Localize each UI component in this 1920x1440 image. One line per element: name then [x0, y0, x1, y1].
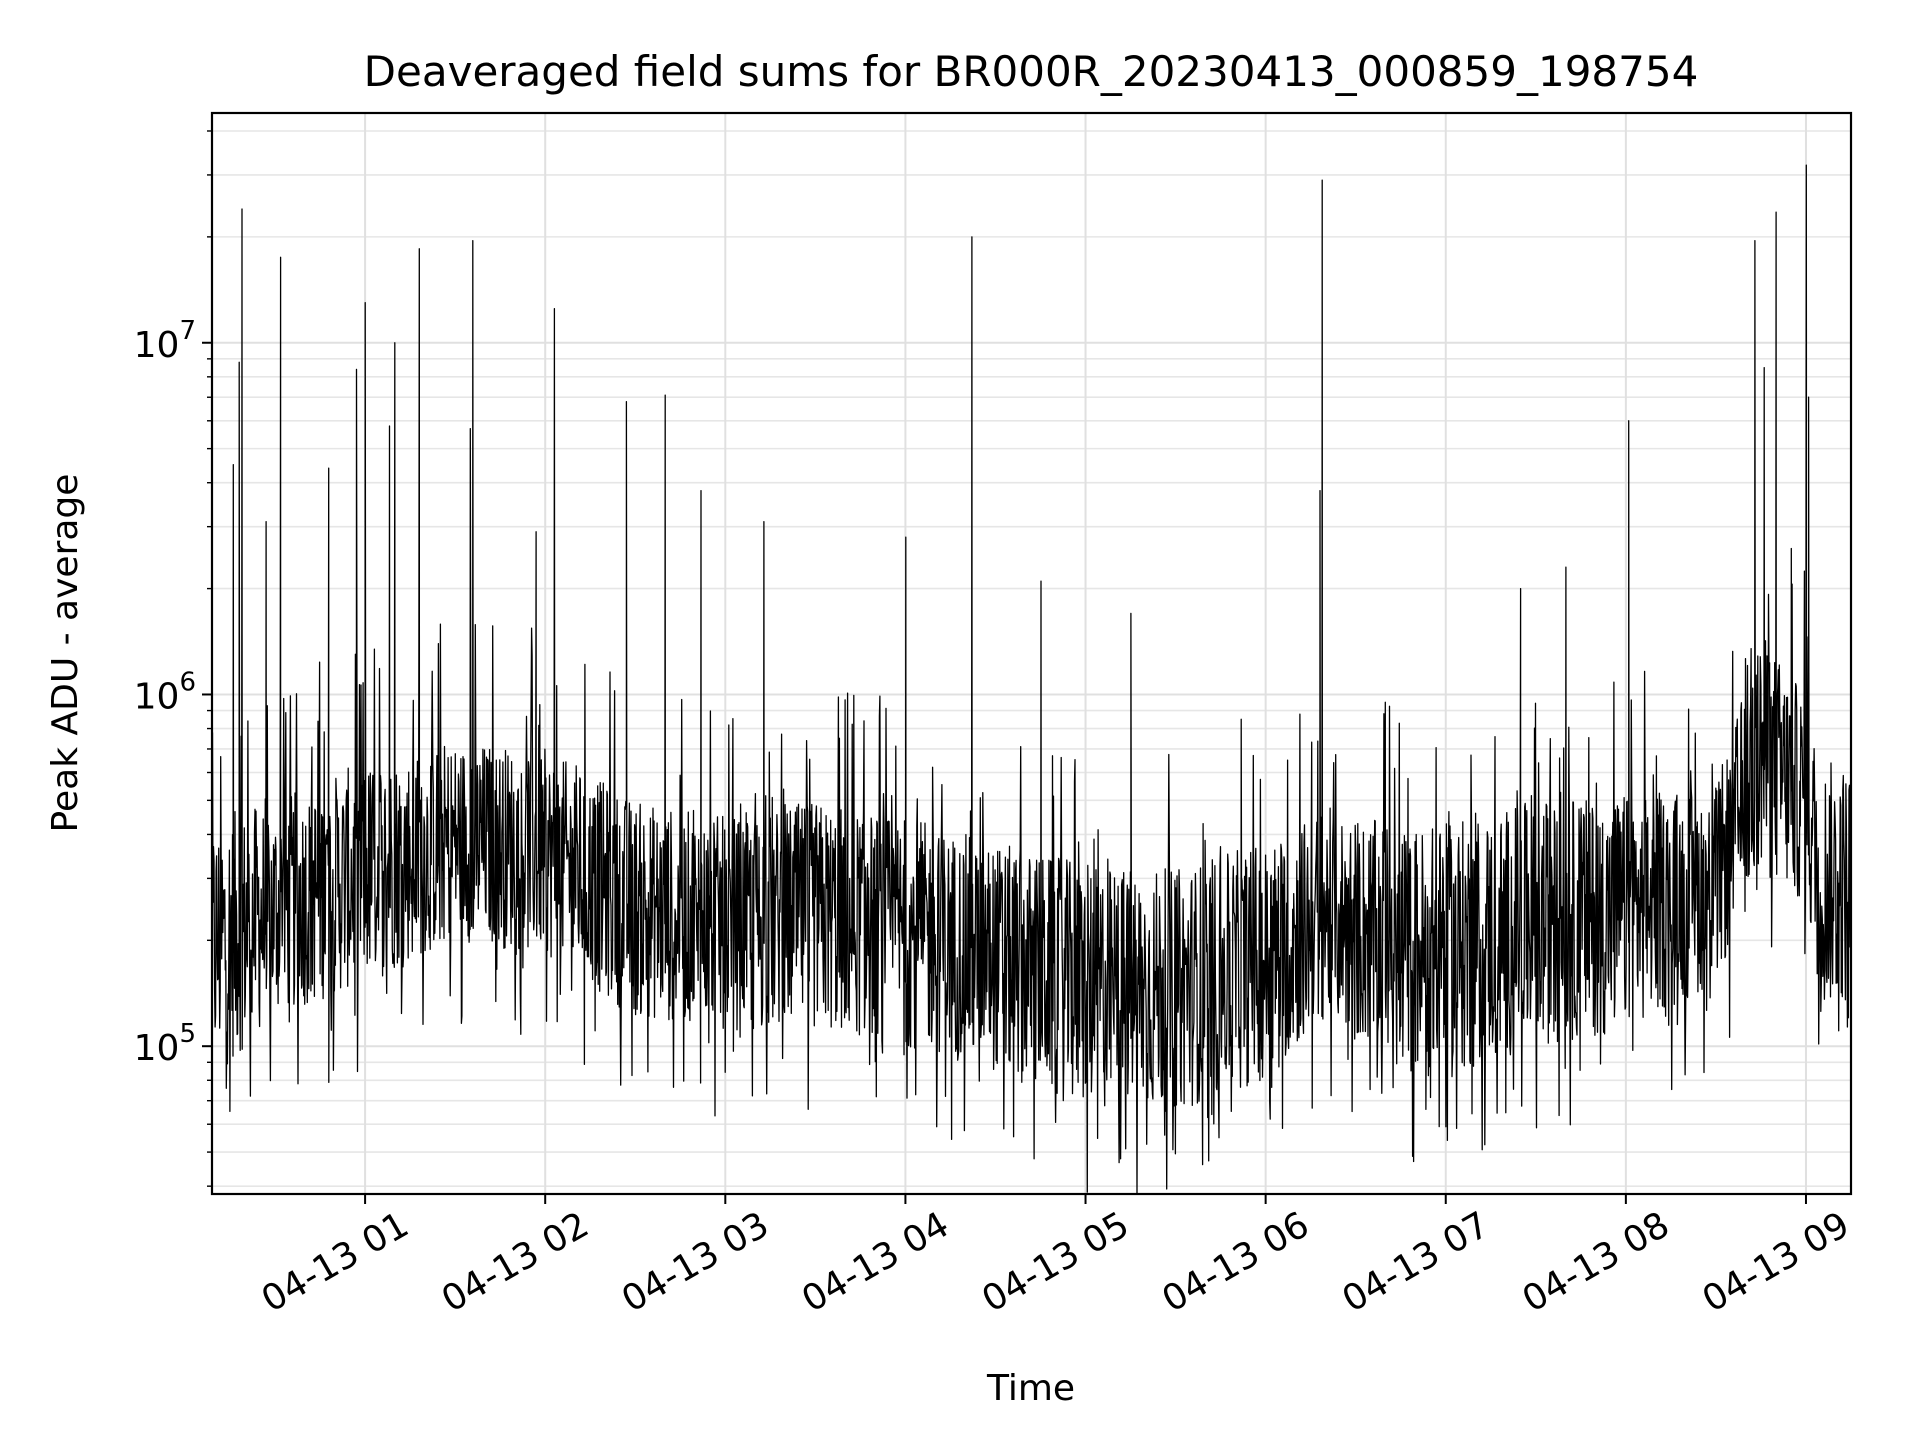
x-tick-label: 04-13 09 [1696, 1204, 1857, 1320]
chart-title: Deaveraged field sums for BR000R_2023041… [364, 47, 1699, 96]
x-tick-label: 04-13 03 [615, 1204, 776, 1320]
data-line [211, 164, 1852, 1195]
y-axis-label: Peak ADU - average [45, 474, 86, 833]
x-tick-label: 04-13 08 [1516, 1204, 1677, 1320]
x-tick-label: 04-13 02 [435, 1204, 596, 1320]
y-tick-label: 106 [134, 667, 196, 717]
x-tick-label: 04-13 01 [255, 1204, 416, 1320]
x-tick-label: 04-13 04 [795, 1204, 956, 1320]
plot-frame [210, 111, 1853, 1196]
gridlines [212, 113, 1851, 1194]
series-line [211, 164, 1852, 1195]
y-tick-label: 107 [134, 316, 196, 366]
x-tick-label: 04-13 05 [975, 1204, 1136, 1320]
x-tick-label: 04-13 06 [1155, 1204, 1316, 1320]
y-tick-label: 105 [134, 1019, 196, 1069]
x-axis: 04-13 01 04-13 02 04-13 03 04-13 04 04-13 05… [255, 1194, 1857, 1321]
y-axis: 105 106 107 [134, 130, 212, 1187]
x-axis-label: Time [986, 1368, 1075, 1409]
x-tick-label: 04-13 07 [1336, 1204, 1497, 1320]
